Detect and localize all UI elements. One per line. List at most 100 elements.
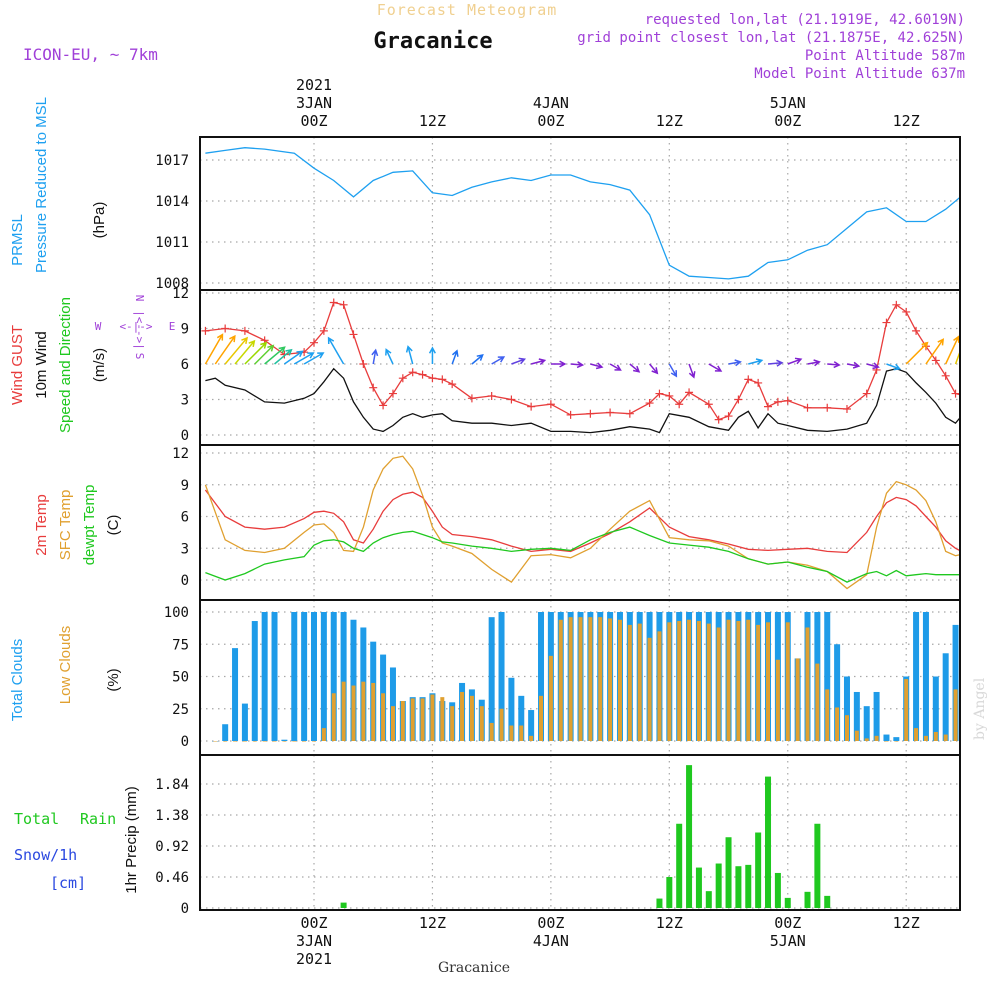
gust-marker	[438, 375, 447, 384]
gust-marker	[714, 415, 723, 424]
y-tick-label: 1.38	[155, 808, 189, 824]
wind-arrow	[204, 333, 224, 365]
bar-total-clouds	[340, 612, 347, 741]
bar-low-clouds	[835, 707, 840, 741]
bar-total-clouds	[518, 695, 525, 741]
wind-arrow	[491, 356, 506, 365]
bar-low-clouds	[736, 621, 741, 741]
wind-arrow	[609, 363, 622, 371]
bar-total-rain	[666, 877, 673, 908]
y-tick-label: 6	[181, 510, 189, 526]
gust-marker	[704, 400, 713, 409]
gust-marker	[398, 374, 407, 383]
wind-arrow	[925, 338, 945, 365]
y-tick-label: 0.46	[155, 870, 189, 886]
gust-marker	[379, 401, 388, 410]
wind-arrow	[471, 353, 484, 365]
panel-label: dewpt Temp	[81, 485, 98, 566]
panel-label: 10m Wind	[33, 331, 50, 399]
wind-arrow	[787, 357, 803, 365]
bar-low-clouds	[252, 741, 257, 742]
bar-total-clouds	[498, 612, 505, 741]
panel-label: 2m Temp	[33, 494, 50, 555]
point-altitude: Point Altitude 587m	[805, 48, 965, 64]
panel-label: (hPa)	[91, 202, 108, 239]
series-line-prmsl	[205, 147, 960, 280]
gust-marker	[754, 378, 763, 387]
time-label-top: 12Z	[893, 112, 920, 130]
legend-rain: Rain	[80, 810, 116, 828]
plot-area	[340, 765, 831, 908]
gust-marker	[546, 400, 555, 409]
time-label-top: 00Z	[537, 112, 564, 130]
bar-total-clouds	[311, 612, 317, 741]
wind-arrow	[451, 349, 459, 365]
bar-total-clouds	[853, 691, 860, 741]
gust-marker	[329, 298, 338, 307]
wind-arrow	[254, 344, 275, 365]
gust-marker	[369, 383, 378, 392]
bar-total-clouds	[261, 612, 268, 741]
gust-marker	[675, 400, 684, 409]
bar-low-clouds	[923, 735, 928, 741]
bar-low-clouds	[687, 619, 692, 741]
bar-low-clouds	[539, 695, 544, 741]
wind-arrow	[866, 362, 880, 370]
gust-marker	[961, 392, 969, 400]
time-label-bottom: 00Z	[774, 914, 801, 932]
bar-low-clouds	[529, 735, 534, 741]
plot-area	[201, 298, 969, 434]
gust-marker	[941, 371, 950, 380]
bar-low-clouds	[795, 658, 800, 741]
bar-low-clouds	[637, 623, 642, 741]
y-tick-label: 3	[181, 541, 189, 557]
footer-location: Gracanice	[438, 960, 510, 976]
wind-arrow	[767, 359, 784, 367]
gust-marker	[645, 399, 654, 408]
gust-marker	[319, 326, 328, 335]
watermark: by Angel	[972, 677, 988, 740]
bar-total-rain	[735, 866, 742, 908]
gust-marker	[655, 389, 664, 398]
bar-low-clouds	[223, 741, 228, 742]
bar-total-clouds	[271, 612, 278, 741]
bar-total-clouds	[922, 612, 929, 741]
wind-arrow	[886, 363, 902, 371]
bar-low-clouds	[825, 689, 830, 741]
wind-arrow	[214, 334, 236, 365]
bar-low-clouds	[884, 741, 889, 742]
wind-arrow	[905, 341, 929, 365]
series-line-sfc-temp	[204, 455, 960, 590]
plot-area	[205, 147, 960, 280]
gust-marker	[349, 330, 358, 339]
bar-low-clouds	[371, 682, 376, 741]
bar-total-clouds	[962, 612, 968, 741]
bar-total-rain	[340, 902, 347, 908]
wind-arrow	[293, 352, 315, 365]
series-line-2m-temp	[204, 489, 960, 554]
bar-low-clouds	[914, 728, 919, 741]
bar-low-clouds	[341, 681, 346, 741]
wind-arrow	[244, 341, 268, 365]
gust-marker	[882, 318, 891, 327]
bar-total-clouds	[883, 734, 890, 741]
bar-low-clouds	[706, 623, 711, 741]
bar-low-clouds	[282, 741, 287, 742]
bar-total-rain	[715, 863, 722, 908]
bar-low-clouds	[233, 741, 238, 742]
wind-arrow	[708, 363, 723, 372]
panel-label: (m/s)	[91, 348, 108, 382]
time-label-top: 2021	[296, 76, 332, 94]
wind-arrow	[274, 348, 293, 365]
gust-marker	[685, 388, 694, 397]
bar-low-clouds	[874, 735, 879, 741]
panel-wind: 0 3 6 9 12 Wind GUST 10m Wind Speed and Directi…	[9, 286, 969, 446]
bar-total-rain	[804, 891, 811, 908]
y-tick-label: 75	[172, 637, 189, 653]
gust-marker	[448, 380, 457, 389]
bar-total-rain	[745, 864, 752, 908]
time-label-top: 12Z	[656, 112, 683, 130]
panel-label: Wind GUST	[9, 325, 26, 405]
bar-total-clouds	[488, 617, 495, 741]
wind-arrow	[405, 345, 414, 365]
